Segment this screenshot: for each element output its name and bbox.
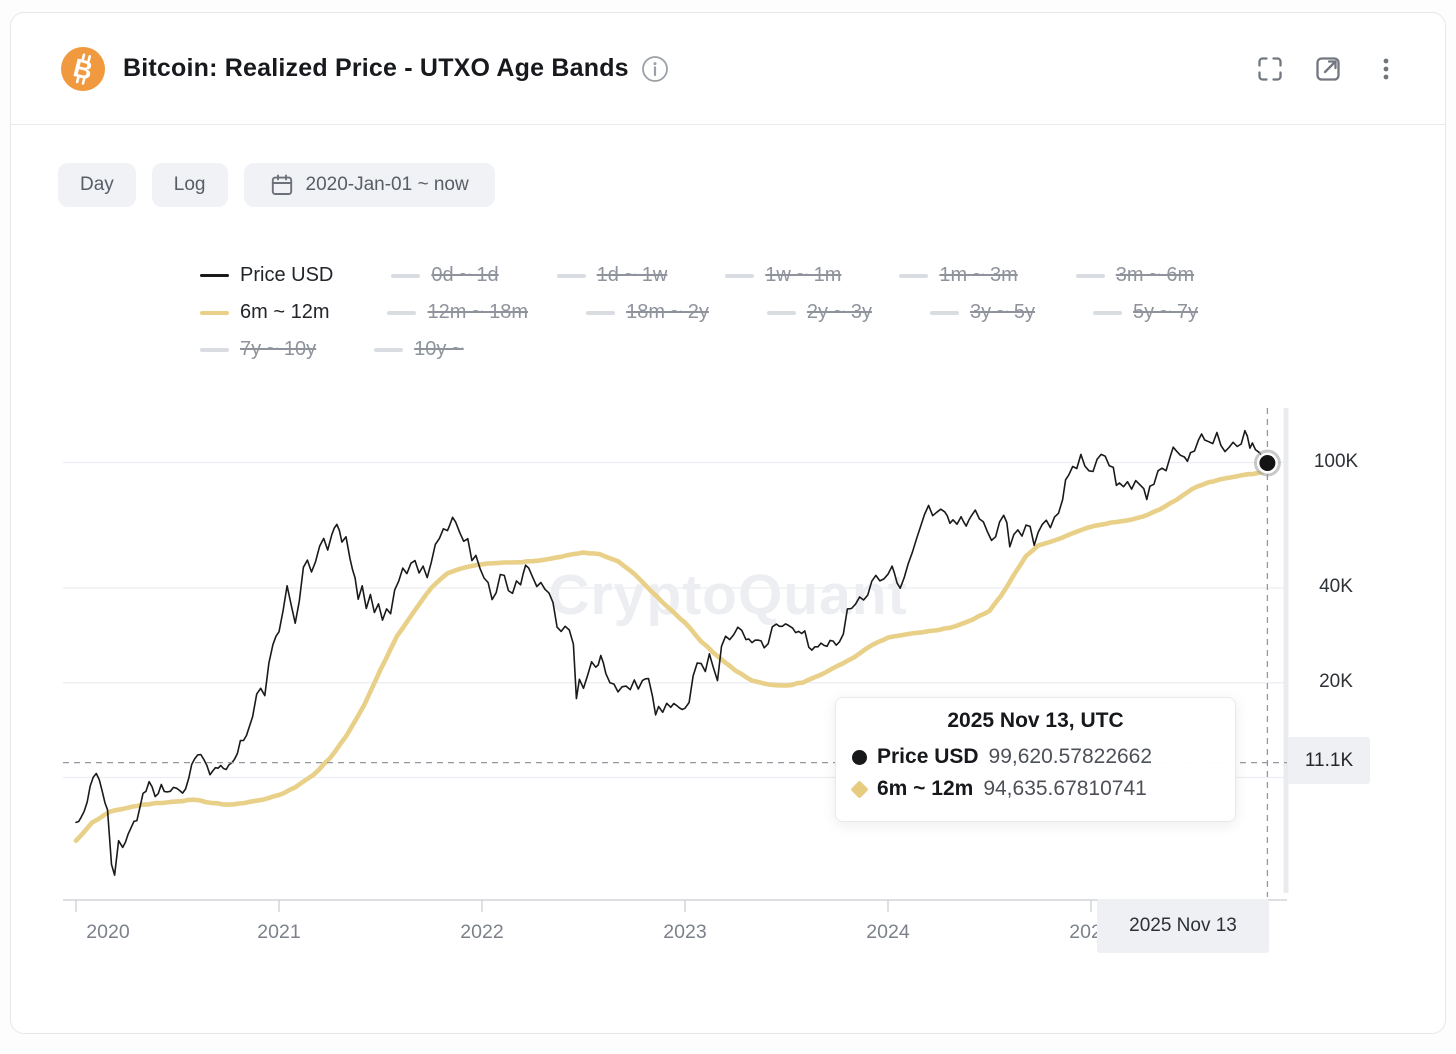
- legend-item-6m-12m[interactable]: 6m ~ 12m: [200, 301, 329, 324]
- y-axis-label: 20K: [1319, 671, 1353, 692]
- legend-item-10y[interactable]: 10y ~: [374, 338, 464, 361]
- tooltip-row: 6m ~ 12m 94,635.67810741: [850, 773, 1219, 805]
- legend-label: 1w ~ 1m: [765, 264, 842, 286]
- open-external-icon: [1316, 56, 1340, 81]
- tooltip-circle-marker: [852, 749, 867, 765]
- legend-item-7y-10y[interactable]: 7y ~ 10y: [200, 338, 316, 361]
- crosshair-x-label: 2025 Nov 13: [1097, 899, 1269, 953]
- legend-item-1d-1w[interactable]: 1d ~ 1w: [556, 264, 668, 287]
- y-axis-band: [1283, 408, 1289, 893]
- legend-swatch: [725, 273, 755, 278]
- legend-swatch: [1093, 310, 1123, 315]
- legend-item-1w-1m[interactable]: 1w ~ 1m: [725, 264, 841, 287]
- legend-label: Price USD: [240, 264, 334, 286]
- calendar-icon: [271, 174, 292, 195]
- legend-swatch: [929, 310, 959, 315]
- legend-label: 2y ~ 3y: [806, 301, 872, 323]
- legend-label: 7y ~ 10y: [240, 338, 317, 360]
- x-axis-label: 2024: [866, 921, 910, 943]
- tooltip-series-name: Price USD: [877, 745, 979, 768]
- chart-controls: Day Log 2020-Jan-01 ~ now: [58, 163, 495, 207]
- more-options-button[interactable]: [1371, 54, 1401, 84]
- legend-label: 5y ~ 7y: [1133, 301, 1199, 323]
- legend-label: 3m ~ 6m: [1115, 264, 1195, 286]
- tooltip-diamond-marker: [850, 779, 869, 799]
- last-point-marker: [1259, 455, 1276, 472]
- legend-item-3y-5y[interactable]: 3y ~ 5y: [929, 301, 1036, 324]
- legend-item-5y-7y[interactable]: 5y ~ 7y: [1093, 301, 1198, 324]
- legend-item-0d-1d[interactable]: 0d ~ 1d: [391, 264, 499, 287]
- legend-swatch: [899, 273, 929, 278]
- tooltip-date: 2025 Nov 13, UTC: [947, 709, 1124, 732]
- tooltip-series-name: 6m ~ 12m: [877, 777, 974, 800]
- fullscreen-button[interactable]: [1255, 54, 1285, 84]
- scale-button[interactable]: Log: [151, 163, 228, 207]
- crosshair-y-label: 11.1K: [1288, 737, 1370, 784]
- legend-swatch: [200, 347, 229, 352]
- legend-item-2y-3y[interactable]: 2y ~ 3y: [766, 301, 872, 324]
- x-axis-label: 2022: [460, 921, 504, 943]
- info-icon[interactable]: [641, 55, 669, 83]
- legend-item-1m-3m[interactable]: 1m ~ 3m: [899, 264, 1018, 287]
- legend-swatch: [391, 273, 421, 278]
- fullscreen-icon: [1258, 56, 1282, 81]
- y-axis-label: 40K: [1319, 576, 1353, 597]
- x-axis-label: 2023: [663, 921, 707, 943]
- legend-row: 7y ~ 10y 10y ~: [200, 331, 1310, 368]
- legend-swatch: [374, 347, 404, 352]
- x-axis-label: 2020: [86, 921, 130, 943]
- legend-swatch: [586, 310, 616, 315]
- legend-item-12m-18m[interactable]: 12m ~ 18m: [387, 301, 528, 324]
- legend-label: 0d ~ 1d: [431, 264, 499, 286]
- date-range-label: 2020-Jan-01 ~ now: [305, 174, 469, 195]
- bitcoin-icon: B: [61, 46, 105, 91]
- legend-row: Price USD 0d ~ 1d 1d ~ 1w 1w ~ 1m 1m ~ 3m 3m …: [200, 257, 1310, 294]
- page-title: Bitcoin: Realized Price - UTXO Age Bands: [123, 54, 629, 82]
- legend-item-18m-2y[interactable]: 18m ~ 2y: [586, 301, 709, 324]
- tooltip-series-value: 99,620.57822662: [988, 745, 1153, 768]
- legend-label: 3y ~ 5y: [969, 301, 1036, 323]
- header: B Bitcoin: Realized Price - UTXO Age Ban…: [11, 13, 1445, 125]
- kebab-menu-icon: [1383, 58, 1389, 79]
- legend-item-3m-6m[interactable]: 3m ~ 6m: [1075, 264, 1195, 287]
- legend-row: 6m ~ 12m 12m ~ 18m 18m ~ 2y 2y ~ 3y 3y ~ 5y 5…: [200, 294, 1310, 331]
- legend-label: 1d ~ 1w: [596, 264, 668, 286]
- tooltip-row: Price USD 99,620.57822662: [852, 741, 1219, 773]
- legend-swatch: [1075, 273, 1105, 278]
- y-axis-label: 100K: [1313, 451, 1359, 472]
- tooltip: 2025 Nov 13, UTC Price USD 99,620.5782266…: [835, 697, 1236, 822]
- legend-label: 10y ~: [414, 338, 464, 360]
- legend-label: 1m ~ 3m: [939, 264, 1018, 286]
- date-range-button[interactable]: 2020-Jan-01 ~ now: [243, 163, 495, 207]
- tooltip-series-value: 94,635.67810741: [983, 777, 1147, 800]
- legend-label: 12m ~ 18m: [427, 301, 529, 323]
- interval-button[interactable]: Day: [58, 163, 136, 207]
- price-usd-line: [75, 429, 1269, 876]
- legend-swatch: [556, 273, 586, 278]
- legend-label: 6m ~ 12m: [240, 301, 330, 323]
- series-legend: Price USD 0d ~ 1d 1d ~ 1w 1w ~ 1m 1m ~ 3m 3m …: [200, 257, 1310, 368]
- legend-swatch: [766, 310, 796, 315]
- legend-swatch: [200, 274, 229, 277]
- open-external-button[interactable]: [1313, 54, 1343, 84]
- legend-swatch: [387, 310, 417, 315]
- x-axis-label: 2021: [257, 921, 301, 943]
- legend-item-price-usd[interactable]: Price USD: [200, 264, 333, 287]
- legend-swatch: [200, 310, 229, 315]
- band-6m-12m-line: [73, 467, 1270, 844]
- legend-label: 18m ~ 2y: [626, 301, 709, 323]
